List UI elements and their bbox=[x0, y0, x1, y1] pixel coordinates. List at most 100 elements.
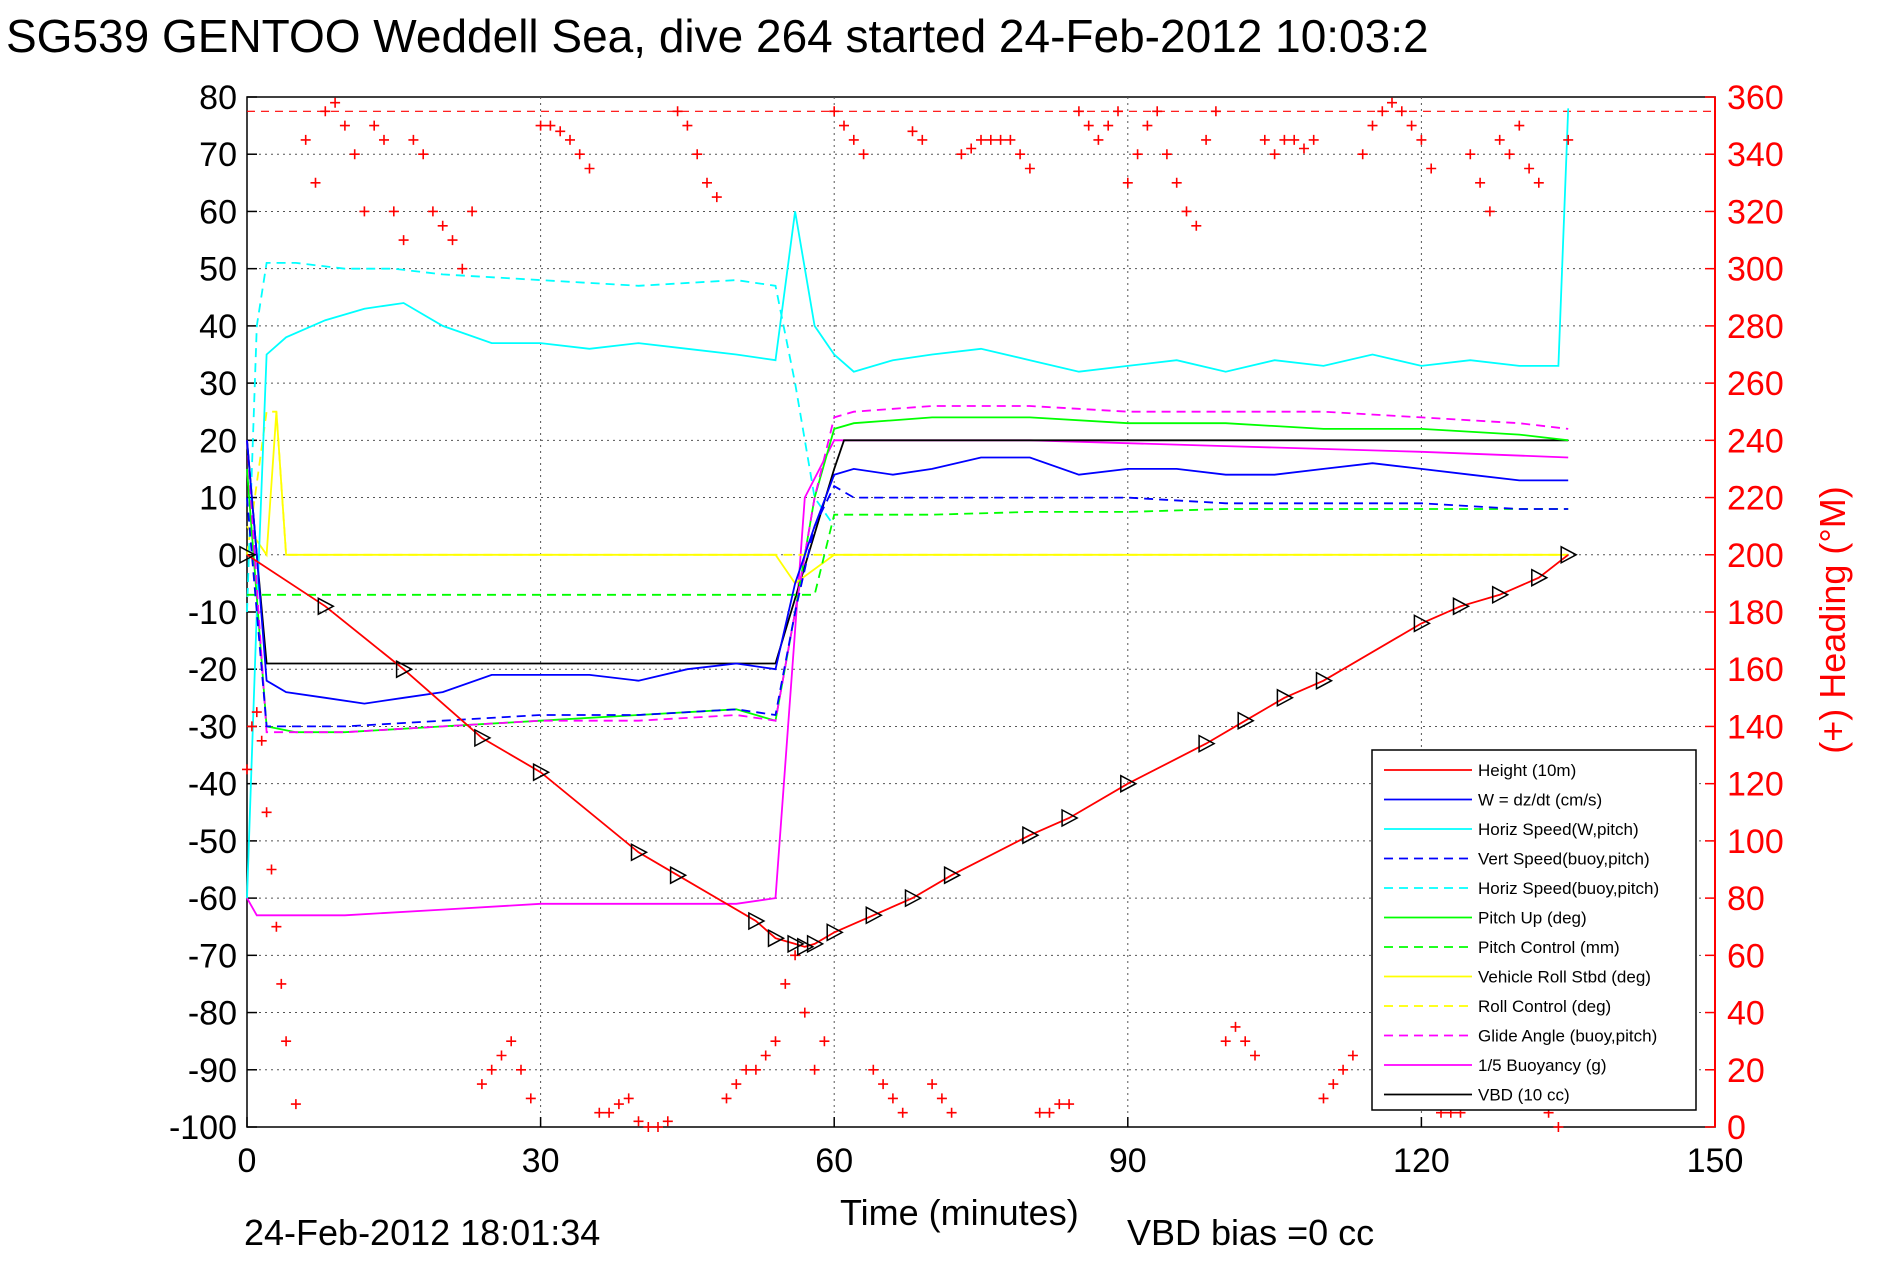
series-line bbox=[247, 508, 1569, 596]
heading-marker bbox=[1044, 1107, 1055, 1118]
right-y-tick-label: 80 bbox=[1727, 880, 1765, 918]
heading-marker bbox=[839, 120, 849, 131]
heading-marker bbox=[799, 1007, 810, 1018]
right-y-axis-label: (+) Heading (°M) bbox=[1812, 486, 1853, 753]
legend-label: 1/5 Buoyancy (g) bbox=[1478, 1056, 1607, 1075]
height-marker bbox=[669, 865, 688, 885]
right-y-tick-label: 220 bbox=[1727, 480, 1784, 518]
heading-marker bbox=[1161, 149, 1172, 160]
y-tick-labels: 80 70 60 50 40 30 20 10 0 -10 -20 -30 -40 -50 -60 -70 -8… bbox=[169, 79, 237, 1147]
heading-marker bbox=[516, 1064, 526, 1075]
y-tick-label: 40 bbox=[199, 308, 237, 346]
heading-marker bbox=[721, 1093, 732, 1104]
legend-label: Pitch Up (deg) bbox=[1478, 909, 1587, 928]
heading-marker bbox=[809, 1064, 820, 1075]
heading-marker bbox=[662, 1116, 673, 1127]
heading-marker bbox=[936, 1093, 947, 1104]
height-marker bbox=[767, 928, 786, 948]
heading-marker bbox=[427, 206, 438, 217]
y-tick-label: -100 bbox=[169, 1109, 237, 1147]
y-tick-label: -30 bbox=[188, 708, 237, 746]
heading-marker bbox=[1299, 143, 1309, 154]
y-tick-label: -10 bbox=[188, 594, 237, 632]
heading-marker bbox=[1122, 177, 1133, 188]
heading-marker bbox=[907, 126, 918, 137]
heading-marker bbox=[359, 206, 370, 217]
heading-marker bbox=[369, 120, 380, 131]
heading-marker bbox=[1289, 134, 1300, 145]
heading-marker bbox=[1426, 163, 1437, 174]
legend-label: Pitch Control (mm) bbox=[1478, 938, 1620, 957]
y-tick-label: 50 bbox=[199, 251, 237, 289]
right-y-tick-label: 20 bbox=[1727, 1052, 1765, 1090]
y-tick-label: -90 bbox=[188, 1052, 237, 1090]
heading-marker bbox=[457, 263, 468, 274]
heading-marker bbox=[829, 106, 840, 117]
heading-marker bbox=[770, 1036, 781, 1047]
heading-marker bbox=[1563, 134, 1574, 145]
height-marker bbox=[1276, 688, 1294, 708]
height-marker bbox=[1413, 614, 1431, 633]
heading-marker bbox=[281, 1036, 292, 1047]
y-tick-label: -20 bbox=[188, 651, 237, 689]
x-tick-labels: 0 30 60 90 120 150 bbox=[238, 1142, 1744, 1180]
height-marker bbox=[1061, 808, 1079, 828]
legend-box bbox=[1371, 749, 1697, 1111]
height-marker bbox=[865, 906, 883, 925]
series-line bbox=[246, 554, 1569, 948]
heading-marker bbox=[256, 735, 267, 746]
heading-marker bbox=[1484, 206, 1495, 217]
chart-title: SG539 GENTOO Weddell Sea, dive 264 start… bbox=[6, 10, 1429, 62]
height-marker bbox=[904, 888, 923, 908]
heading-marker bbox=[408, 134, 419, 145]
heading-marker bbox=[1181, 206, 1192, 217]
height-marker bbox=[748, 911, 766, 931]
heading-markers bbox=[242, 97, 1574, 1132]
heading-marker bbox=[927, 1079, 938, 1090]
height-marker bbox=[826, 923, 844, 942]
height-marker bbox=[797, 937, 815, 957]
series-line bbox=[246, 405, 1569, 734]
heading-marker bbox=[246, 721, 257, 732]
height-marker bbox=[317, 597, 335, 616]
heading-marker bbox=[1308, 134, 1319, 145]
heading-marker bbox=[711, 192, 722, 203]
heading-marker bbox=[1220, 1036, 1231, 1047]
height-markers bbox=[239, 545, 1578, 957]
heading-marker bbox=[1259, 134, 1270, 145]
heading-marker bbox=[1132, 149, 1143, 160]
heading-marker bbox=[545, 120, 556, 131]
y-tick-label: 80 bbox=[199, 79, 237, 117]
heading-marker bbox=[848, 134, 859, 145]
heading-marker bbox=[966, 143, 977, 154]
height-marker bbox=[943, 865, 962, 885]
right-y-tick-label: 0 bbox=[1727, 1109, 1746, 1147]
legend-label: VBD (10 cc) bbox=[1478, 1086, 1570, 1105]
heading-marker bbox=[525, 1093, 536, 1104]
heading-marker bbox=[486, 1064, 497, 1075]
heading-marker bbox=[731, 1079, 742, 1090]
x-tick-label: 90 bbox=[1109, 1142, 1147, 1180]
right-y-tick-label: 200 bbox=[1727, 537, 1784, 575]
right-y-tick-label: 240 bbox=[1727, 422, 1784, 460]
heading-marker bbox=[1191, 220, 1202, 231]
right-y-tick-label: 120 bbox=[1727, 766, 1784, 804]
height-marker bbox=[395, 659, 414, 679]
heading-marker bbox=[1073, 106, 1084, 117]
heading-marker bbox=[447, 235, 458, 246]
heading-marker bbox=[1514, 120, 1525, 131]
heading-marker bbox=[418, 149, 429, 160]
x-tick-label: 150 bbox=[1687, 1142, 1744, 1180]
heading-marker bbox=[1494, 134, 1505, 145]
series-line bbox=[246, 108, 1570, 899]
height-marker bbox=[1560, 545, 1578, 565]
right-y-tick-label: 40 bbox=[1727, 995, 1765, 1033]
heading-marker bbox=[1083, 120, 1094, 131]
y-tick-label: 0 bbox=[218, 537, 237, 575]
heading-marker bbox=[868, 1064, 879, 1075]
heading-marker bbox=[1210, 106, 1221, 117]
heading-marker bbox=[565, 134, 575, 145]
heading-marker bbox=[1357, 149, 1368, 160]
height-marker bbox=[1531, 568, 1549, 587]
heading-marker bbox=[251, 707, 262, 718]
